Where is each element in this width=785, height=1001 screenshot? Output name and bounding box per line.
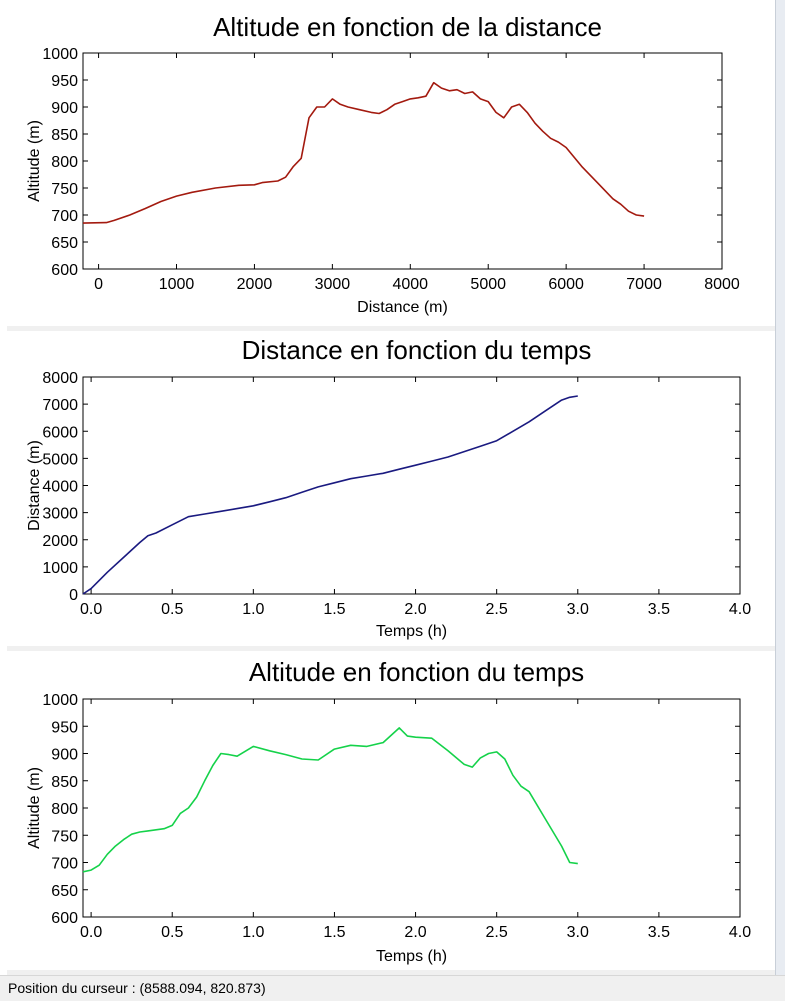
y-tick-label: 2000: [42, 533, 78, 550]
y-axis-label: Altitude (m): [26, 767, 43, 849]
y-tick-label: 650: [51, 883, 78, 900]
series-line: [82, 395, 578, 595]
x-tick-label: 2.0: [404, 924, 426, 941]
chart-altitude-distance[interactable]: Altitude en fonction de la distance 0 1000…: [7, 0, 775, 326]
x-tick-label: 2000: [237, 276, 273, 293]
y-tick-label: 1000: [42, 46, 78, 63]
y-tick-label: 900: [51, 747, 78, 764]
x-tick-label: 2.5: [486, 601, 508, 618]
x-tick-label: 1.0: [242, 924, 264, 941]
y-tick-label: 4000: [42, 479, 78, 496]
y-tick-label: 800: [51, 801, 78, 818]
y-tick-label: 6000: [42, 424, 78, 441]
x-tick-label: 2.5: [486, 924, 508, 941]
x-tick-label: 8000: [704, 276, 740, 293]
chart-panel-altitude-distance: Altitude en fonction de la distance 0 1000…: [7, 0, 775, 326]
plot-frame: [82, 52, 723, 270]
x-tick-label: 3.5: [648, 924, 670, 941]
y-tick-label: 700: [51, 856, 78, 873]
y-tick-label: 5000: [42, 451, 78, 468]
cursor-position-readout: Position du curseur : (8588.094, 820.873…: [8, 980, 266, 996]
x-axis-label: Temps (h): [376, 623, 447, 640]
x-tick-label: 2.0: [404, 601, 426, 618]
chart-title: Altitude en fonction de la distance: [213, 12, 602, 42]
chart-altitude-time[interactable]: Altitude en fonction du temps 0.0 0.5 1.0 1.…: [7, 651, 775, 970]
y-tick-label: 600: [51, 262, 78, 279]
x-tick-label: 3.5: [648, 601, 670, 618]
x-tick-label: 3000: [315, 276, 351, 293]
x-tick-label: 0.0: [80, 601, 102, 618]
x-axis-label: Temps (h): [376, 948, 447, 965]
y-tick-label: 950: [51, 73, 78, 90]
y-tick-label: 3000: [42, 506, 78, 523]
chart-title: Distance en fonction du temps: [242, 335, 592, 365]
x-tick-label: 0.5: [161, 924, 183, 941]
x-tick-label: 6000: [548, 276, 584, 293]
x-tick-label: 1.5: [323, 924, 345, 941]
plot-frame: [82, 698, 741, 918]
chart-panel-altitude-time: Altitude en fonction du temps 0.0 0.5 1.0 1.…: [7, 651, 775, 970]
y-tick-label: 1000: [42, 692, 78, 709]
x-tick-label: 3.0: [567, 601, 589, 618]
y-tick-label: 750: [51, 828, 78, 845]
x-tick-label: 4.0: [729, 601, 751, 618]
series-line: [82, 727, 578, 873]
y-tick-label: 1000: [42, 560, 78, 577]
x-tick-label: 1.0: [242, 601, 264, 618]
y-axis-label: Distance (m): [26, 440, 43, 531]
x-tick-label: 0.5: [161, 601, 183, 618]
plot-frame: [82, 376, 741, 595]
y-tick-label: 850: [51, 127, 78, 144]
y-tick-label: 800: [51, 154, 78, 171]
x-tick-label: 4000: [392, 276, 428, 293]
y-tick-label: 7000: [42, 397, 78, 414]
y-tick-label: 8000: [42, 370, 78, 387]
chart-panel-distance-time: Distance en fonction du temps 0.0 0.5 1.0 1.…: [7, 331, 775, 646]
x-tick-label: 0.0: [80, 924, 102, 941]
status-bar: Position du curseur : (8588.094, 820.873…: [0, 975, 785, 1000]
y-tick-label: 700: [51, 208, 78, 225]
y-tick-label: 650: [51, 235, 78, 252]
x-tick-label: 1000: [159, 276, 195, 293]
x-tick-label: 7000: [626, 276, 662, 293]
x-tick-label: 4.0: [729, 924, 751, 941]
x-tick-label: 0: [94, 276, 103, 293]
x-tick-label: 1.5: [323, 601, 345, 618]
window-left-edge: [0, 0, 7, 1000]
y-tick-label: 950: [51, 719, 78, 736]
series-line: [82, 81, 645, 224]
y-tick-label: 850: [51, 774, 78, 791]
y-axis-label: Altitude (m): [26, 120, 43, 202]
x-tick-label: 3.0: [567, 924, 589, 941]
background-window-edge: [775, 0, 785, 1000]
x-tick-label: 5000: [470, 276, 506, 293]
y-tick-label: 900: [51, 100, 78, 117]
chart-distance-time[interactable]: Distance en fonction du temps 0.0 0.5 1.0 1.…: [7, 331, 775, 646]
y-tick-label: 600: [51, 910, 78, 927]
y-tick-label: 0: [69, 587, 78, 604]
chart-title: Altitude en fonction du temps: [249, 657, 584, 687]
x-axis-label: Distance (m): [357, 299, 448, 316]
y-tick-label: 750: [51, 181, 78, 198]
